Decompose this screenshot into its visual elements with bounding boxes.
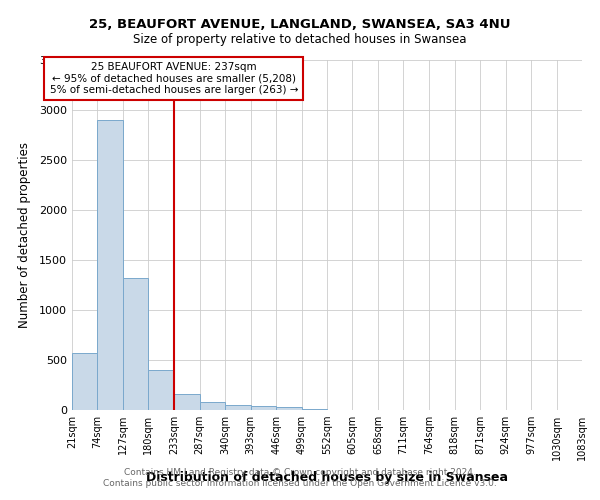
Bar <box>123 278 148 410</box>
Bar <box>251 406 276 410</box>
Bar <box>276 406 302 410</box>
X-axis label: Distribution of detached houses by size in Swansea: Distribution of detached houses by size … <box>146 471 508 484</box>
Bar <box>97 120 123 410</box>
Bar <box>302 409 327 410</box>
Text: 25 BEAUFORT AVENUE: 237sqm
← 95% of detached houses are smaller (5,208)
5% of se: 25 BEAUFORT AVENUE: 237sqm ← 95% of deta… <box>50 62 298 95</box>
Bar <box>225 404 251 410</box>
Bar <box>72 353 97 410</box>
Bar <box>200 402 225 410</box>
Text: 25, BEAUFORT AVENUE, LANGLAND, SWANSEA, SA3 4NU: 25, BEAUFORT AVENUE, LANGLAND, SWANSEA, … <box>89 18 511 30</box>
Text: Size of property relative to detached houses in Swansea: Size of property relative to detached ho… <box>133 32 467 46</box>
Text: Contains HM Land Registry data © Crown copyright and database right 2024.
Contai: Contains HM Land Registry data © Crown c… <box>103 468 497 487</box>
Bar <box>148 370 174 410</box>
Y-axis label: Number of detached properties: Number of detached properties <box>17 142 31 328</box>
Bar <box>174 394 200 410</box>
